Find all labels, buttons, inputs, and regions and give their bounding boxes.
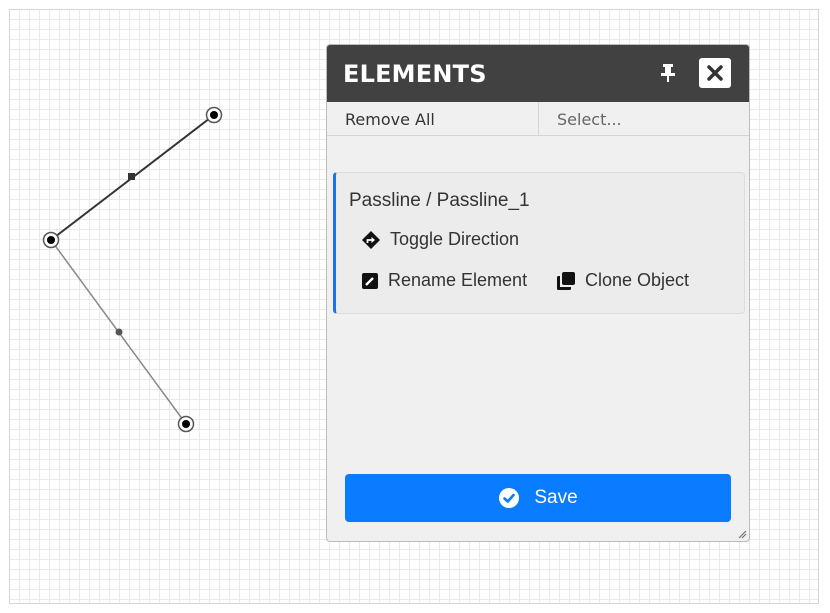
element-card: Passline / Passline_1 Toggle Direction R… [333, 172, 745, 314]
element-select[interactable]: Select... [539, 102, 749, 135]
clone-object-label: Clone Object [585, 270, 690, 290]
panel-title: ELEMENTS [343, 60, 487, 88]
clone-icon [557, 271, 575, 290]
check-circle-icon [499, 488, 520, 508]
close-button[interactable] [699, 58, 731, 88]
save-button[interactable]: Save [345, 474, 731, 522]
rename-element-button[interactable]: Rename Element [361, 270, 527, 291]
edit-icon [362, 272, 378, 289]
select-placeholder: Select... [557, 110, 622, 129]
resize-handle-icon[interactable] [737, 529, 747, 539]
direction-icon [362, 230, 380, 249]
vertex-handle[interactable] [42, 231, 60, 249]
panel-header[interactable]: ELEMENTS [327, 45, 749, 102]
panel-toolbar: Remove All Select... [327, 102, 749, 136]
clone-object-button[interactable]: Clone Object [556, 270, 689, 291]
toggle-direction-button[interactable]: Toggle Direction [361, 229, 519, 250]
elements-panel: ELEMENTS Remove All Select... Passline /… [326, 44, 750, 542]
save-label: Save [534, 487, 578, 508]
toggle-direction-label: Toggle Direction [390, 229, 520, 249]
pin-icon[interactable] [659, 63, 677, 83]
vertex-handle[interactable] [177, 415, 195, 433]
rename-element-label: Rename Element [388, 270, 528, 290]
passline-drawing[interactable] [10, 10, 819, 604]
remove-all-button[interactable]: Remove All [327, 102, 539, 135]
element-title: Passline / Passline_1 [349, 190, 530, 211]
segment-midpoint-handle[interactable] [115, 328, 123, 336]
vertex-handle[interactable] [205, 106, 223, 124]
segment-midpoint-handle[interactable] [128, 173, 135, 180]
remove-all-label: Remove All [345, 110, 435, 129]
close-icon [707, 65, 723, 81]
